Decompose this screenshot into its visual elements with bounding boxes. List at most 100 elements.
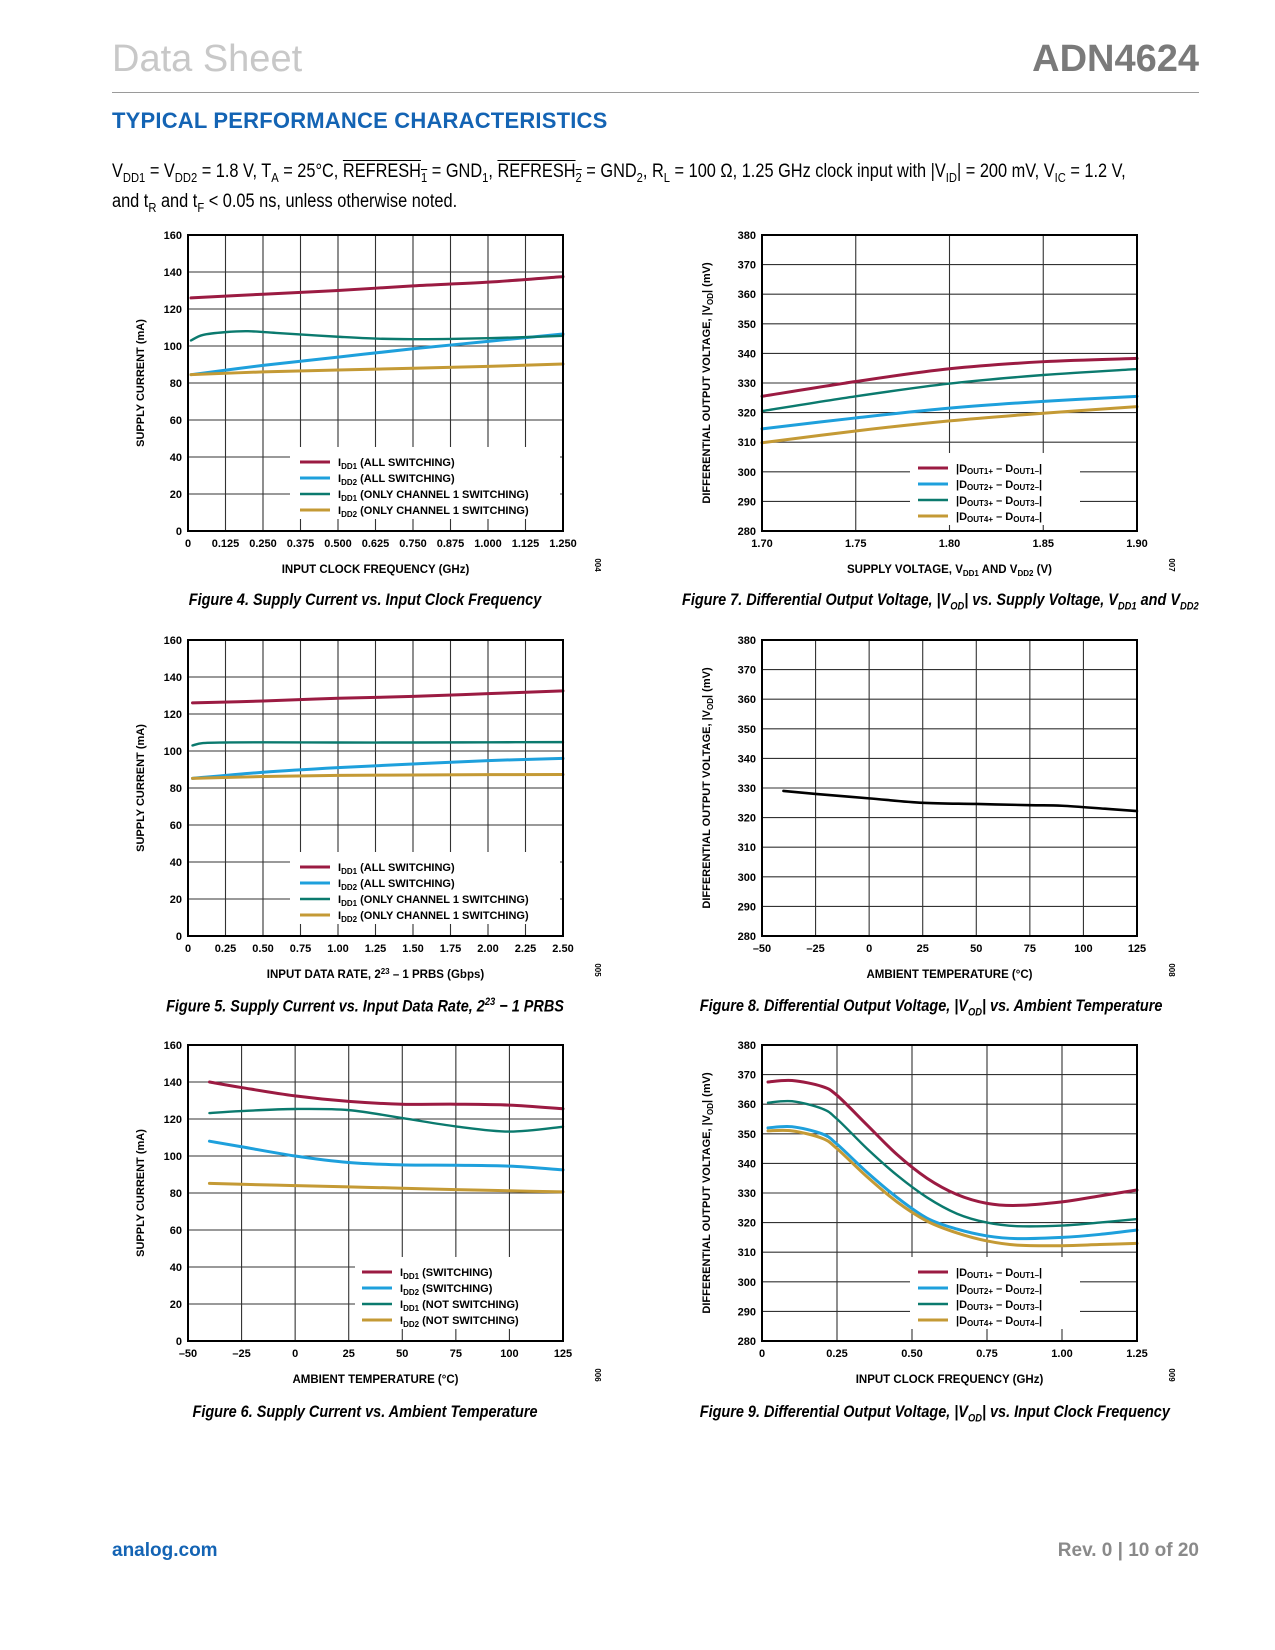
x-axis-label: AMBIENT TEMPERATURE (°C) — [292, 1374, 458, 1386]
chart-figure-5: 0 20 40 60 80 100 120 140 160 0 0.25 0.50 0.75 1.00 1.… — [130, 630, 602, 995]
legend-label-sub: OUT3+ — [967, 499, 993, 508]
cond-text: = 100 Ω, 1.25 GHz clock input with |V — [670, 161, 946, 182]
y-tick-label: 160 — [164, 635, 182, 647]
y-tick-label: 360 — [738, 289, 756, 301]
legend-label-sub: DD2 — [341, 510, 358, 519]
legend-label-part: | — [1039, 479, 1042, 491]
x-tick-label: 2.25 — [515, 943, 536, 955]
legend-label-part: (ALL SWITCHING) — [357, 457, 455, 469]
legend-label-sub: DD1 — [341, 867, 358, 876]
series-line-4 — [766, 1128, 1139, 1248]
legend-label-part: (NOT SWITCHING) — [419, 1315, 519, 1327]
chart-svg-fig9: 280 290 300 310 320 330 340 350 360 370 380 0 0.25 0.… — [701, 1040, 1176, 1386]
series-line-2 — [760, 394, 1139, 431]
x-tick-label: 25 — [917, 943, 929, 955]
legend-label: IDD1 (ALL SWITCHING) — [338, 457, 455, 471]
x-tick-label: 0.75 — [976, 1348, 997, 1360]
y-axis-label: SUPPLY CURRENT (mA) — [135, 1129, 147, 1257]
legend-label-part: | — [1039, 1283, 1042, 1295]
x-tick-label: 1.70 — [751, 538, 772, 550]
y-tick-label: 60 — [170, 415, 182, 427]
x-tick-label: –25 — [232, 1348, 250, 1360]
y-tick-label: 310 — [738, 437, 756, 449]
cond-sub: DD2 — [174, 169, 198, 185]
y-axis-label-part: | (mV) — [701, 667, 713, 698]
chart-svg-fig4: 0 20 40 60 80 100 120 140 160 0 0.125 0.250 0.375 0.5… — [135, 230, 602, 576]
x-tick-label: 1.80 — [939, 538, 960, 550]
legend-label-sub: OUT1– — [1013, 1271, 1039, 1280]
x-tick-label: 1.125 — [512, 538, 540, 550]
legend-label-sub: OUT4– — [1013, 515, 1039, 524]
legend-label-sub: OUT1+ — [967, 467, 993, 476]
legend-label-part: | — [1039, 511, 1042, 523]
y-axis-label-sub: OD — [706, 698, 715, 710]
legend-label-part: – D — [993, 1283, 1013, 1295]
y-tick-label: 330 — [738, 1188, 756, 1200]
y-tick-label: 280 — [738, 931, 756, 943]
cond-text: = GND — [581, 161, 637, 182]
caption-text: | vs. Supply Voltage, V — [964, 590, 1118, 609]
y-tick-label: 20 — [170, 1299, 182, 1311]
y-axis-label: DIFFERENTIAL OUTPUT VOLTAGE, |VOD| (mV) — [701, 1072, 715, 1314]
refresh1-signal: REFRESH — [342, 161, 421, 182]
x-axis-label: SUPPLY VOLTAGE, VDD1 AND VDD2 (V) — [847, 564, 1052, 578]
legend-label-sub: DD2 — [341, 915, 358, 924]
caption-figure-5: Figure 5. Supply Current vs. Input Data … — [165, 996, 565, 1017]
x-tick-label: 100 — [1074, 943, 1092, 955]
y-tick-label: 0 — [176, 526, 182, 538]
y-tick-label: 350 — [738, 1129, 756, 1141]
legend-label-sub: OUT4+ — [967, 1319, 993, 1328]
caption-figure-9: Figure 9. Differential Output Voltage, |… — [700, 1402, 1170, 1425]
cond-text: V — [112, 161, 123, 182]
y-tick-label: 310 — [738, 842, 756, 854]
x-tick-label: 0.500 — [324, 538, 352, 550]
series-line-3 — [208, 1107, 565, 1133]
y-axis-label-part: | (mV) — [701, 262, 713, 293]
chart-svg-fig6: 0 20 40 60 80 100 120 140 160 –50 –25 0 25 50 75 100 125… — [135, 1040, 602, 1386]
caption-sub: OD — [967, 1412, 982, 1425]
y-tick-label: 40 — [170, 857, 182, 869]
caption-text: Figure 7. Differential Output Voltage, |… — [682, 590, 951, 609]
cond-text: = V — [145, 161, 175, 182]
caption-sub: DD1 — [1117, 600, 1137, 613]
x-tick-label: 2.50 — [552, 943, 573, 955]
legend-label-part: – D — [993, 1299, 1013, 1311]
y-tick-label: 330 — [738, 378, 756, 390]
y-tick-label: 100 — [164, 1151, 182, 1163]
x-axis-label-sub: DD2 — [1017, 569, 1034, 578]
y-tick-label: 20 — [170, 489, 182, 501]
y-tick-label: 40 — [170, 1262, 182, 1274]
grid — [761, 639, 1138, 937]
chart-svg-fig8: 280 290 300 310 320 330 340 350 360 370 380 –50 –25 0… — [701, 635, 1176, 981]
legend-label-sub: OUT2– — [1013, 1287, 1039, 1296]
cond-text: | = 200 mV, V — [956, 161, 1055, 182]
figure-code: 007 — [1167, 558, 1176, 572]
caption-text: | vs. Ambient Temperature — [981, 996, 1163, 1015]
y-tick-label: 360 — [738, 694, 756, 706]
series-line-3 — [766, 1099, 1139, 1228]
legend-background — [355, 1257, 565, 1329]
x-axis-label: INPUT DATA RATE, 223 – 1 PRBS (Gbps) — [267, 967, 485, 981]
figure-code: 008 — [1167, 963, 1176, 977]
figure-code: 005 — [593, 963, 602, 977]
x-tick-label: –25 — [806, 943, 824, 955]
x-tick-label: 0.375 — [287, 538, 315, 550]
footer-website-link[interactable]: analog.com — [112, 1540, 218, 1561]
x-tick-label: 125 — [1128, 943, 1146, 955]
x-tick-label: 1.75 — [845, 538, 866, 550]
y-tick-label: 280 — [738, 1336, 756, 1348]
y-tick-label: 140 — [164, 1077, 182, 1089]
y-axis-label: DIFFERENTIAL OUTPUT VOLTAGE, |VOD| (mV) — [701, 667, 715, 909]
legend-label-part: (SWITCHING) — [419, 1267, 493, 1279]
y-tick-label: 290 — [738, 1306, 756, 1318]
y-tick-label: 40 — [170, 452, 182, 464]
y-tick-label: 80 — [170, 783, 182, 795]
x-tick-label: 1.00 — [1051, 1348, 1072, 1360]
x-axis-label: AMBIENT TEMPERATURE (°C) — [866, 969, 1032, 981]
test-conditions-line-1: VDD1 = VDD2 = 1.8 V, TA = 25°C, REFRESH1… — [112, 160, 1204, 190]
legend-label-part: – D — [993, 1315, 1013, 1327]
legend-label: IDD2 (ALL SWITCHING) — [338, 878, 455, 892]
legend-label: |DOUT4+ – DOUT4–| — [956, 511, 1042, 524]
series-line-4 — [207, 1181, 565, 1194]
x-axis-label-sup: 23 — [381, 967, 390, 976]
